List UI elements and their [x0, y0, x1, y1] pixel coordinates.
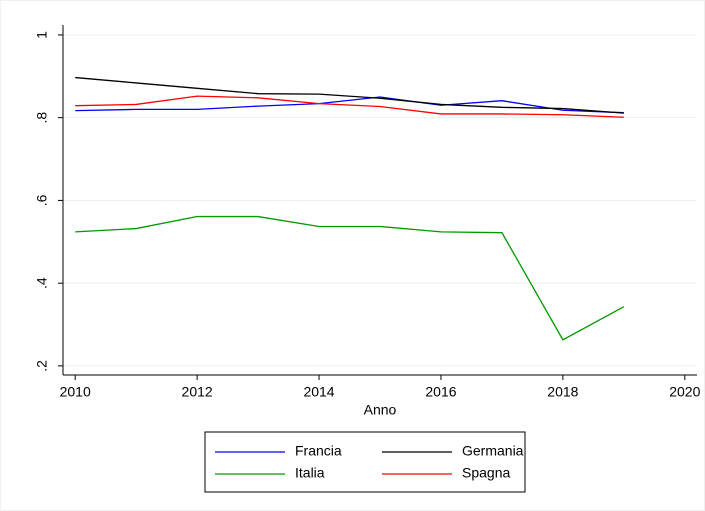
y-tick-label: .8 — [34, 112, 50, 124]
legend-box — [204, 431, 526, 493]
x-tick-label: 2012 — [182, 384, 213, 400]
series-line — [75, 215, 625, 341]
series-line — [75, 96, 624, 114]
legend-label: Germania — [462, 443, 524, 459]
x-tick-label: 2014 — [303, 384, 334, 400]
x-tick-label: 2016 — [425, 384, 456, 400]
x-tick-label: 2018 — [547, 384, 578, 400]
x-tick-label: 2020 — [669, 384, 700, 400]
legend-label: Francia — [295, 443, 342, 459]
series-line — [75, 76, 624, 114]
x-tick-label: 2010 — [60, 384, 91, 400]
x-axis-label: Anno — [364, 402, 397, 418]
y-tick-label: .4 — [34, 277, 50, 289]
legend-label: Spagna — [462, 465, 510, 481]
legend-label: Italia — [295, 465, 325, 481]
series-line — [75, 95, 624, 118]
y-tick-label: .6 — [34, 194, 50, 206]
y-tick-label: .2 — [34, 360, 50, 372]
y-tick-label: 1 — [34, 31, 50, 39]
